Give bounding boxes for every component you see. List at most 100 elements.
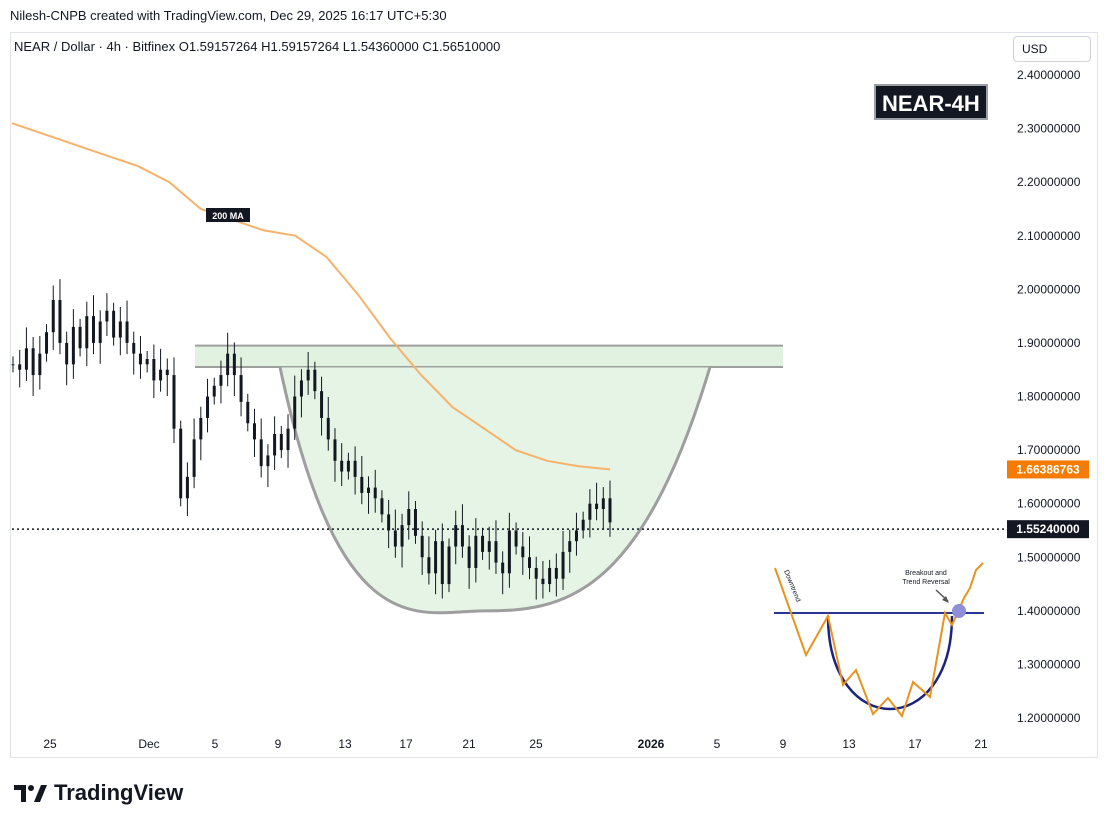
candle-body xyxy=(528,557,532,568)
chart-frame[interactable] xyxy=(10,32,1098,758)
candle-body xyxy=(18,364,22,370)
inset-price-line xyxy=(774,562,984,719)
candle-body xyxy=(521,546,525,558)
last-price-line: 1.55240000 xyxy=(12,520,1089,539)
candle-body xyxy=(387,514,391,531)
candle-body xyxy=(78,326,82,349)
x-tick-label: 21 xyxy=(462,737,476,751)
candle-body xyxy=(554,567,558,579)
x-tick-label: 5 xyxy=(212,737,219,751)
candle-body xyxy=(346,460,350,472)
y-tick-label: 2.20000000 xyxy=(1017,175,1081,189)
candle-body xyxy=(58,300,62,343)
candle-body xyxy=(487,541,491,552)
ma-200-line xyxy=(11,122,611,471)
inset-breakout-label: Trend Reversal xyxy=(902,579,950,586)
candle-body xyxy=(420,535,424,558)
candle-body xyxy=(112,310,116,338)
x-tick-label: 9 xyxy=(275,737,282,751)
candle-body xyxy=(252,423,256,440)
y-tick-label: 2.10000000 xyxy=(1017,229,1081,243)
candle-body xyxy=(212,385,216,397)
candle-body xyxy=(326,417,330,440)
candle-body xyxy=(185,476,189,499)
candle-body xyxy=(447,546,451,585)
candle-body xyxy=(360,476,364,493)
last-price-tag xyxy=(1007,520,1089,539)
candle-body xyxy=(393,530,397,547)
candle-body xyxy=(454,525,458,547)
x-tick-label: 13 xyxy=(338,737,352,751)
candle-body xyxy=(548,567,552,585)
candle-body xyxy=(45,332,49,354)
candle-body xyxy=(588,503,592,520)
candle-body xyxy=(179,428,183,499)
x-tick-label: 17 xyxy=(399,737,413,751)
x-tick-label: Dec xyxy=(138,737,159,751)
candle-body xyxy=(24,348,28,370)
candle-body xyxy=(31,348,35,376)
candle-body xyxy=(138,353,142,365)
candle-body xyxy=(159,369,163,381)
inset-background xyxy=(768,558,990,728)
candle-body xyxy=(581,519,585,531)
y-tick-label: 2.00000000 xyxy=(1017,282,1081,296)
candle-body xyxy=(574,530,578,542)
candle-body xyxy=(226,353,230,376)
symbol-info: NEAR / Dollar · 4h · Bitfinex O1.5915726… xyxy=(14,39,501,54)
candle-body xyxy=(293,396,297,429)
candle-body xyxy=(474,535,478,568)
candle-body xyxy=(568,541,572,552)
candle-body xyxy=(481,535,485,552)
candle-body xyxy=(38,353,42,376)
y-tick-label: 1.60000000 xyxy=(1017,497,1081,511)
y-tick-label: 1.80000000 xyxy=(1017,390,1081,404)
candle-body xyxy=(541,578,545,585)
candle-body xyxy=(400,525,404,547)
candle-body xyxy=(279,434,283,451)
currency-button[interactable]: USD xyxy=(1013,36,1091,62)
candle-body xyxy=(118,321,122,338)
inset-cup-curve xyxy=(826,615,954,711)
candle-body xyxy=(373,487,377,499)
candle-body xyxy=(266,455,270,467)
candle-body xyxy=(65,342,69,365)
x-tick-label: 13 xyxy=(842,737,856,751)
ma-label-text: 200 MA xyxy=(212,211,244,221)
y-tick-label: 1.90000000 xyxy=(1017,336,1081,350)
x-tick-label: 25 xyxy=(43,737,57,751)
candle-body xyxy=(172,375,176,429)
candle-body xyxy=(219,375,223,386)
candle-body xyxy=(514,530,518,547)
candle-body xyxy=(199,417,203,440)
candle-body xyxy=(467,546,471,568)
candle-body xyxy=(340,460,344,472)
candle-body xyxy=(501,562,505,574)
cup-curve xyxy=(278,366,712,615)
y-tick-label: 1.40000000 xyxy=(1017,604,1081,618)
candle-body xyxy=(434,541,438,574)
candle-body xyxy=(125,321,129,343)
x-tick-label: 5 xyxy=(714,737,721,751)
candle-body xyxy=(440,541,444,585)
x-tick-label: 25 xyxy=(529,737,543,751)
last-price-text: 1.55240000 xyxy=(1016,522,1080,536)
candles xyxy=(11,279,612,600)
pair-badge: NEAR-4H xyxy=(874,84,988,120)
candle-body xyxy=(601,498,605,510)
candle-body xyxy=(306,369,310,381)
ma-price-text: 1.66386763 xyxy=(1016,462,1080,476)
inset-arrowhead xyxy=(942,596,949,603)
attribution: Nilesh-CNPB created with TradingView.com… xyxy=(10,8,447,23)
candle-body xyxy=(192,439,196,477)
tradingview-logo[interactable]: TradingView xyxy=(14,780,183,806)
candle-body xyxy=(259,439,263,467)
candle-body xyxy=(246,401,250,424)
candle-body xyxy=(145,358,149,365)
candle-body xyxy=(98,321,102,343)
y-tick-label: 1.50000000 xyxy=(1017,550,1081,564)
cup-fill xyxy=(280,367,710,613)
candle-body xyxy=(380,498,384,515)
